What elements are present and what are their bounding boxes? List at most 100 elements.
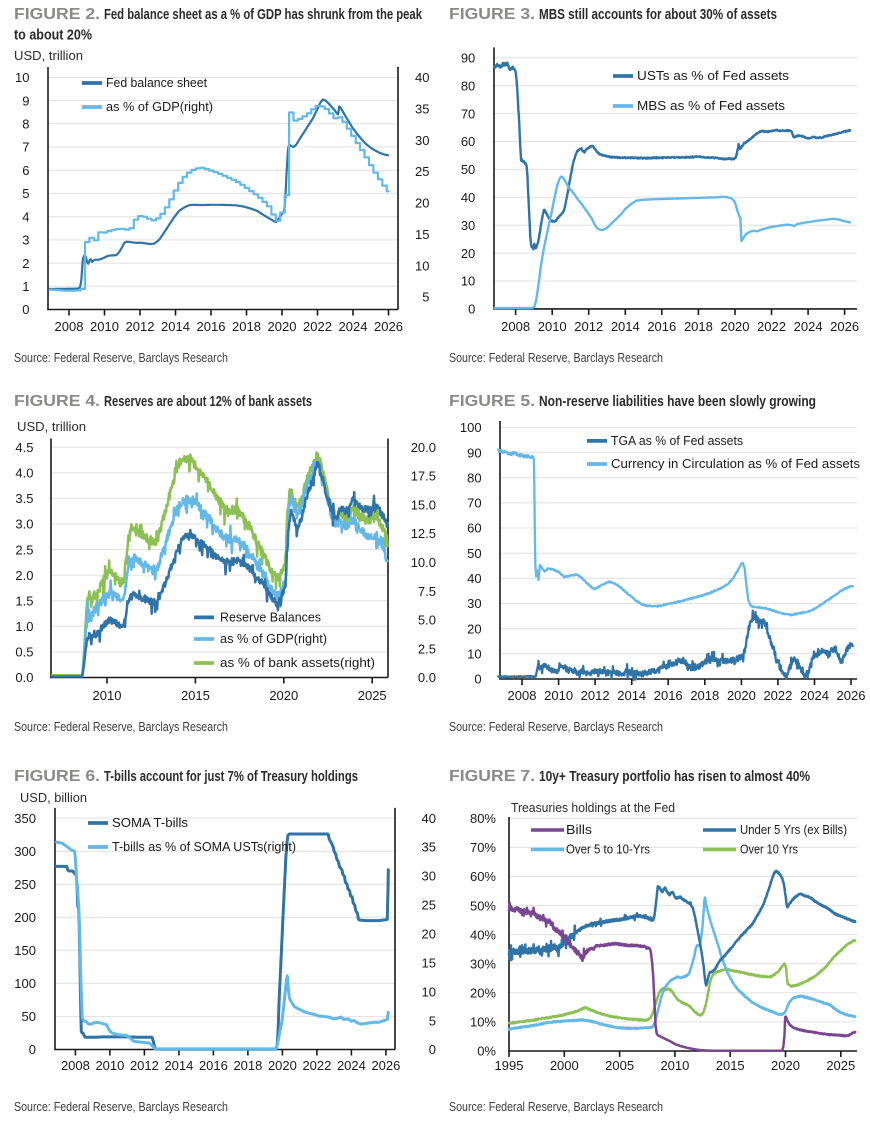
svg-text:2016: 2016 [654, 688, 683, 703]
svg-text:2016: 2016 [199, 1058, 228, 1073]
svg-text:2015: 2015 [716, 1058, 745, 1073]
svg-text:4.5: 4.5 [15, 440, 33, 455]
svg-text:60: 60 [467, 521, 481, 536]
svg-text:SOMA T-bills: SOMA T-bills [112, 815, 189, 830]
svg-text:2005: 2005 [605, 1058, 634, 1073]
svg-text:80: 80 [467, 470, 481, 485]
svg-text:1995: 1995 [495, 1058, 524, 1073]
svg-text:Non-reserve liabilities have b: Non-reserve liabilities have been slowly… [539, 393, 816, 410]
svg-text:Source: Federal Reserve, Barcl: Source: Federal Reserve, Barclays Resear… [14, 1100, 228, 1114]
svg-text:10y+ Treasury portfolio has r: 10y+ Treasury portfolio has risen to alm… [539, 768, 810, 785]
svg-text:5: 5 [22, 186, 29, 201]
svg-text:Currency in Circulation as % o: Currency in Circulation as % of Fed asse… [611, 456, 861, 471]
svg-text:2016: 2016 [197, 319, 226, 334]
svg-text:T-bills account for just 7% of: T-bills account for just 7% of Treasury … [104, 768, 358, 785]
svg-text:2020: 2020 [771, 1058, 800, 1073]
svg-text:2010: 2010 [95, 1058, 124, 1073]
svg-text:Fed balance sheet: Fed balance sheet [106, 75, 207, 90]
svg-text:2014: 2014 [161, 319, 190, 334]
svg-text:10: 10 [15, 70, 29, 85]
svg-text:100: 100 [14, 976, 36, 991]
svg-text:FIGURE 2.: FIGURE 2. [14, 6, 100, 23]
svg-text:70: 70 [467, 496, 481, 511]
svg-text:60: 60 [461, 134, 475, 149]
svg-text:150: 150 [14, 943, 36, 958]
svg-text:as % of GDP(right): as % of GDP(right) [106, 99, 213, 114]
svg-text:2024: 2024 [794, 319, 823, 334]
svg-text:2014: 2014 [164, 1058, 193, 1073]
svg-text:15: 15 [415, 227, 429, 242]
svg-text:20: 20 [461, 246, 475, 261]
svg-text:MBS still accounts for about 3: MBS still accounts for about 30% of asse… [539, 6, 777, 23]
svg-text:17.5: 17.5 [411, 469, 436, 484]
svg-text:20%: 20% [470, 986, 496, 1001]
svg-text:2.0: 2.0 [15, 568, 33, 583]
svg-text:15.0: 15.0 [411, 497, 436, 512]
svg-text:50: 50 [22, 1009, 36, 1024]
svg-text:2022: 2022 [302, 1058, 331, 1073]
svg-text:2012: 2012 [574, 319, 603, 334]
svg-text:Source: Federal Reserve, Barcl: Source: Federal Reserve, Barclays Resear… [449, 1100, 663, 1114]
svg-text:Over 10 Yrs: Over 10 Yrs [740, 842, 798, 857]
svg-text:Reserve Balances: Reserve Balances [220, 610, 321, 625]
svg-text:40: 40 [415, 70, 429, 85]
svg-text:USD, trillion: USD, trillion [17, 419, 86, 434]
svg-text:FIGURE 7.: FIGURE 7. [449, 768, 535, 785]
svg-text:90: 90 [467, 445, 481, 460]
svg-text:10: 10 [422, 984, 436, 999]
svg-text:USTs as % of Fed assets: USTs as % of Fed assets [637, 68, 790, 83]
svg-text:70%: 70% [470, 840, 496, 855]
svg-text:0: 0 [29, 1042, 36, 1057]
svg-text:FIGURE 5.: FIGURE 5. [449, 393, 535, 410]
svg-text:40: 40 [461, 190, 475, 205]
svg-text:7: 7 [22, 140, 29, 155]
svg-text:5: 5 [422, 290, 429, 305]
svg-text:2010: 2010 [544, 688, 573, 703]
svg-text:2008: 2008 [55, 319, 84, 334]
svg-text:200: 200 [14, 910, 36, 925]
svg-text:2.5: 2.5 [15, 542, 33, 557]
svg-text:Source: Federal Reserve, Barcl: Source: Federal Reserve, Barclays Resear… [14, 720, 228, 734]
svg-text:2.5: 2.5 [418, 641, 436, 656]
svg-text:70: 70 [461, 106, 475, 121]
svg-text:50: 50 [467, 546, 481, 561]
svg-text:6: 6 [22, 163, 29, 178]
svg-text:80: 80 [461, 78, 475, 93]
svg-text:60%: 60% [470, 869, 496, 884]
svg-text:10: 10 [461, 274, 475, 289]
svg-text:4: 4 [22, 209, 29, 224]
svg-text:10: 10 [415, 258, 429, 273]
svg-text:2012: 2012 [126, 319, 155, 334]
svg-text:2018: 2018 [233, 1058, 262, 1073]
svg-text:2026: 2026 [371, 1058, 400, 1073]
svg-text:Over 5 to 10-Yrs: Over 5 to 10-Yrs [566, 842, 650, 857]
svg-text:2026: 2026 [830, 319, 859, 334]
svg-text:0: 0 [22, 302, 29, 317]
svg-text:0: 0 [474, 672, 481, 687]
svg-text:0.0: 0.0 [418, 670, 436, 685]
svg-text:TGA as % of Fed assets: TGA as % of Fed assets [611, 433, 743, 448]
svg-text:2000: 2000 [550, 1058, 579, 1073]
svg-text:50%: 50% [470, 898, 496, 913]
svg-text:90: 90 [461, 51, 475, 66]
svg-text:2008: 2008 [508, 688, 537, 703]
svg-text:Source: Federal Reserve, Barcl: Source: Federal Reserve, Barclays Resear… [14, 351, 228, 365]
svg-text:30: 30 [415, 133, 429, 148]
svg-text:20: 20 [467, 621, 481, 636]
svg-text:1: 1 [22, 279, 29, 294]
svg-text:0.0: 0.0 [15, 670, 33, 685]
svg-text:2025: 2025 [358, 688, 387, 703]
svg-text:2020: 2020 [268, 319, 297, 334]
svg-text:10%: 10% [470, 1015, 496, 1030]
svg-text:2024: 2024 [339, 319, 368, 334]
svg-text:2008: 2008 [61, 1058, 90, 1073]
svg-text:2020: 2020 [269, 688, 298, 703]
svg-text:7.5: 7.5 [418, 584, 436, 599]
svg-text:15: 15 [422, 955, 436, 970]
svg-text:Treasuries holdings at the Fed: Treasuries holdings at the Fed [511, 800, 675, 815]
svg-text:2012: 2012 [581, 688, 610, 703]
svg-text:2018: 2018 [232, 319, 261, 334]
svg-text:2010: 2010 [538, 319, 567, 334]
svg-text:100: 100 [460, 420, 482, 435]
svg-text:2014: 2014 [611, 319, 640, 334]
